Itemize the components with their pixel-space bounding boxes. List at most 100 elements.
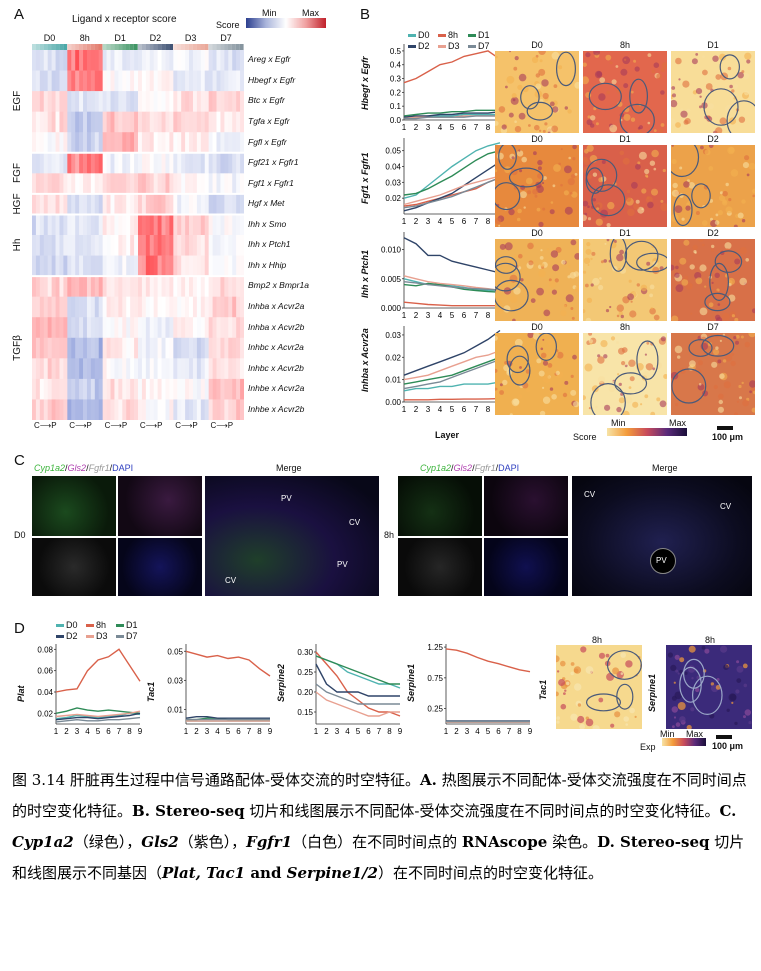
- heatmap-cell: [145, 317, 151, 339]
- heatmap-cell: [224, 378, 229, 400]
- map-spot: [660, 67, 665, 73]
- map-spot: [634, 105, 642, 112]
- heatmap-cell: [181, 296, 186, 318]
- heatmap-cell: [86, 111, 92, 133]
- heatmap-cell: [86, 193, 92, 215]
- map-spot: [673, 716, 677, 719]
- x-tick-label: 7: [474, 405, 479, 414]
- heatmap-cell: [32, 317, 37, 339]
- map-spot: [586, 242, 591, 247]
- map-spot: [671, 706, 678, 713]
- map-spot: [542, 207, 546, 211]
- map-spot: [749, 390, 752, 394]
- map-spot: [546, 248, 550, 251]
- heatmap-cell: [181, 255, 186, 277]
- panel-b-spatial-map: [495, 239, 579, 321]
- y-tick-label: 0.03: [167, 676, 183, 685]
- x-tick-label: 1: [402, 123, 407, 132]
- heatmap-cell: [185, 91, 190, 112]
- map-spot: [684, 275, 689, 280]
- heatmap-cell: [83, 276, 88, 297]
- map-spot: [580, 646, 587, 653]
- heatmap-cell: [189, 173, 194, 195]
- y-tick-label: 0.010: [381, 246, 402, 255]
- map-spot: [592, 725, 600, 729]
- heatmap-cell: [149, 358, 155, 380]
- heatmap-cell: [228, 91, 233, 112]
- heatmap-cell: [118, 152, 123, 174]
- panel-b-xlabel: Layer: [435, 430, 460, 440]
- x-tick-label: 2: [414, 123, 419, 132]
- heatmap-cell: [200, 399, 206, 420]
- map-spot: [711, 281, 714, 284]
- heatmap-cell: [90, 235, 96, 256]
- heatmap-cell: [161, 378, 166, 400]
- map-spot: [684, 671, 688, 675]
- heatmap-cell: [153, 255, 158, 277]
- map-spot: [640, 403, 643, 406]
- heatmap-cell: [196, 132, 202, 154]
- heatmap-cell: [71, 296, 76, 318]
- heatmap-x-axis: C⟶P C⟶P C⟶P C⟶P C⟶P C⟶P: [32, 421, 244, 433]
- map-spot: [701, 645, 706, 650]
- heatmap-cell: [83, 132, 88, 154]
- heatmap-cell: [134, 378, 139, 400]
- map-spot: [733, 336, 737, 340]
- heatmap-cell: [224, 296, 229, 318]
- heatmap-cell: [216, 399, 221, 420]
- map-spot: [542, 129, 546, 133]
- heatmap-cell: [232, 255, 237, 277]
- heatmap-cell: [181, 91, 186, 112]
- heatmap-cell: [86, 152, 92, 174]
- panel-b-spatial-map: [495, 51, 579, 133]
- heatmap-cell: [79, 337, 84, 359]
- layer-strip-cell: [161, 44, 166, 50]
- heatmap-cell: [102, 296, 107, 318]
- heatmap-cell: [134, 317, 139, 339]
- map-spot: [711, 248, 714, 252]
- heatmap-cell: [216, 152, 221, 174]
- map-spot: [571, 316, 575, 320]
- heatmap-cell: [173, 255, 178, 277]
- y-tick-label: 0.1: [390, 102, 402, 111]
- heatmap-cell: [145, 235, 151, 256]
- heatmap-cell: [185, 111, 190, 133]
- x-tick-label: 3: [205, 727, 210, 736]
- map-spot: [584, 363, 593, 372]
- series-line: [403, 358, 501, 390]
- x-tick-label: 6: [106, 727, 111, 736]
- map-spot: [620, 672, 624, 675]
- layer-strip-cell: [79, 44, 83, 50]
- heatmap-cell: [161, 173, 166, 195]
- series-line: [403, 150, 501, 196]
- map-spot: [716, 317, 723, 321]
- heatmap-cell: [224, 173, 229, 195]
- map-spot: [520, 278, 524, 282]
- heatmap-cell: [126, 296, 131, 318]
- map-spot: [751, 308, 755, 314]
- y-tick-label: 0.3: [390, 75, 402, 84]
- heatmap-cell: [232, 358, 237, 380]
- heatmap-cell: [220, 317, 225, 339]
- x-tick-label: 8: [486, 405, 491, 414]
- heatmap-cell: [98, 337, 103, 359]
- panel-b-ylabel: Hbegf x Egfr: [360, 56, 370, 110]
- map-spot: [526, 388, 530, 393]
- map-spot: [574, 81, 579, 89]
- map-spot: [563, 692, 566, 695]
- heatmap-cell: [79, 399, 84, 420]
- x-tick-label: 1: [402, 311, 407, 320]
- heatmap-cell: [228, 132, 233, 154]
- heatmap-cell: [134, 173, 139, 195]
- heatmap-cell: [55, 255, 60, 277]
- heatmap-cell: [32, 111, 37, 133]
- heatmap-cell: [204, 276, 209, 297]
- panel-b-rows: Hbegf x Egfr0.00.10.20.30.40.5123456789D…: [360, 40, 760, 450]
- heatmap-cell: [32, 193, 37, 215]
- map-spot: [542, 396, 551, 404]
- map-spot: [691, 677, 694, 680]
- map-spot: [508, 208, 515, 216]
- heatmap-cell: [86, 50, 92, 71]
- x-tick-label: 3: [426, 217, 431, 226]
- heatmap-cell: [43, 378, 49, 400]
